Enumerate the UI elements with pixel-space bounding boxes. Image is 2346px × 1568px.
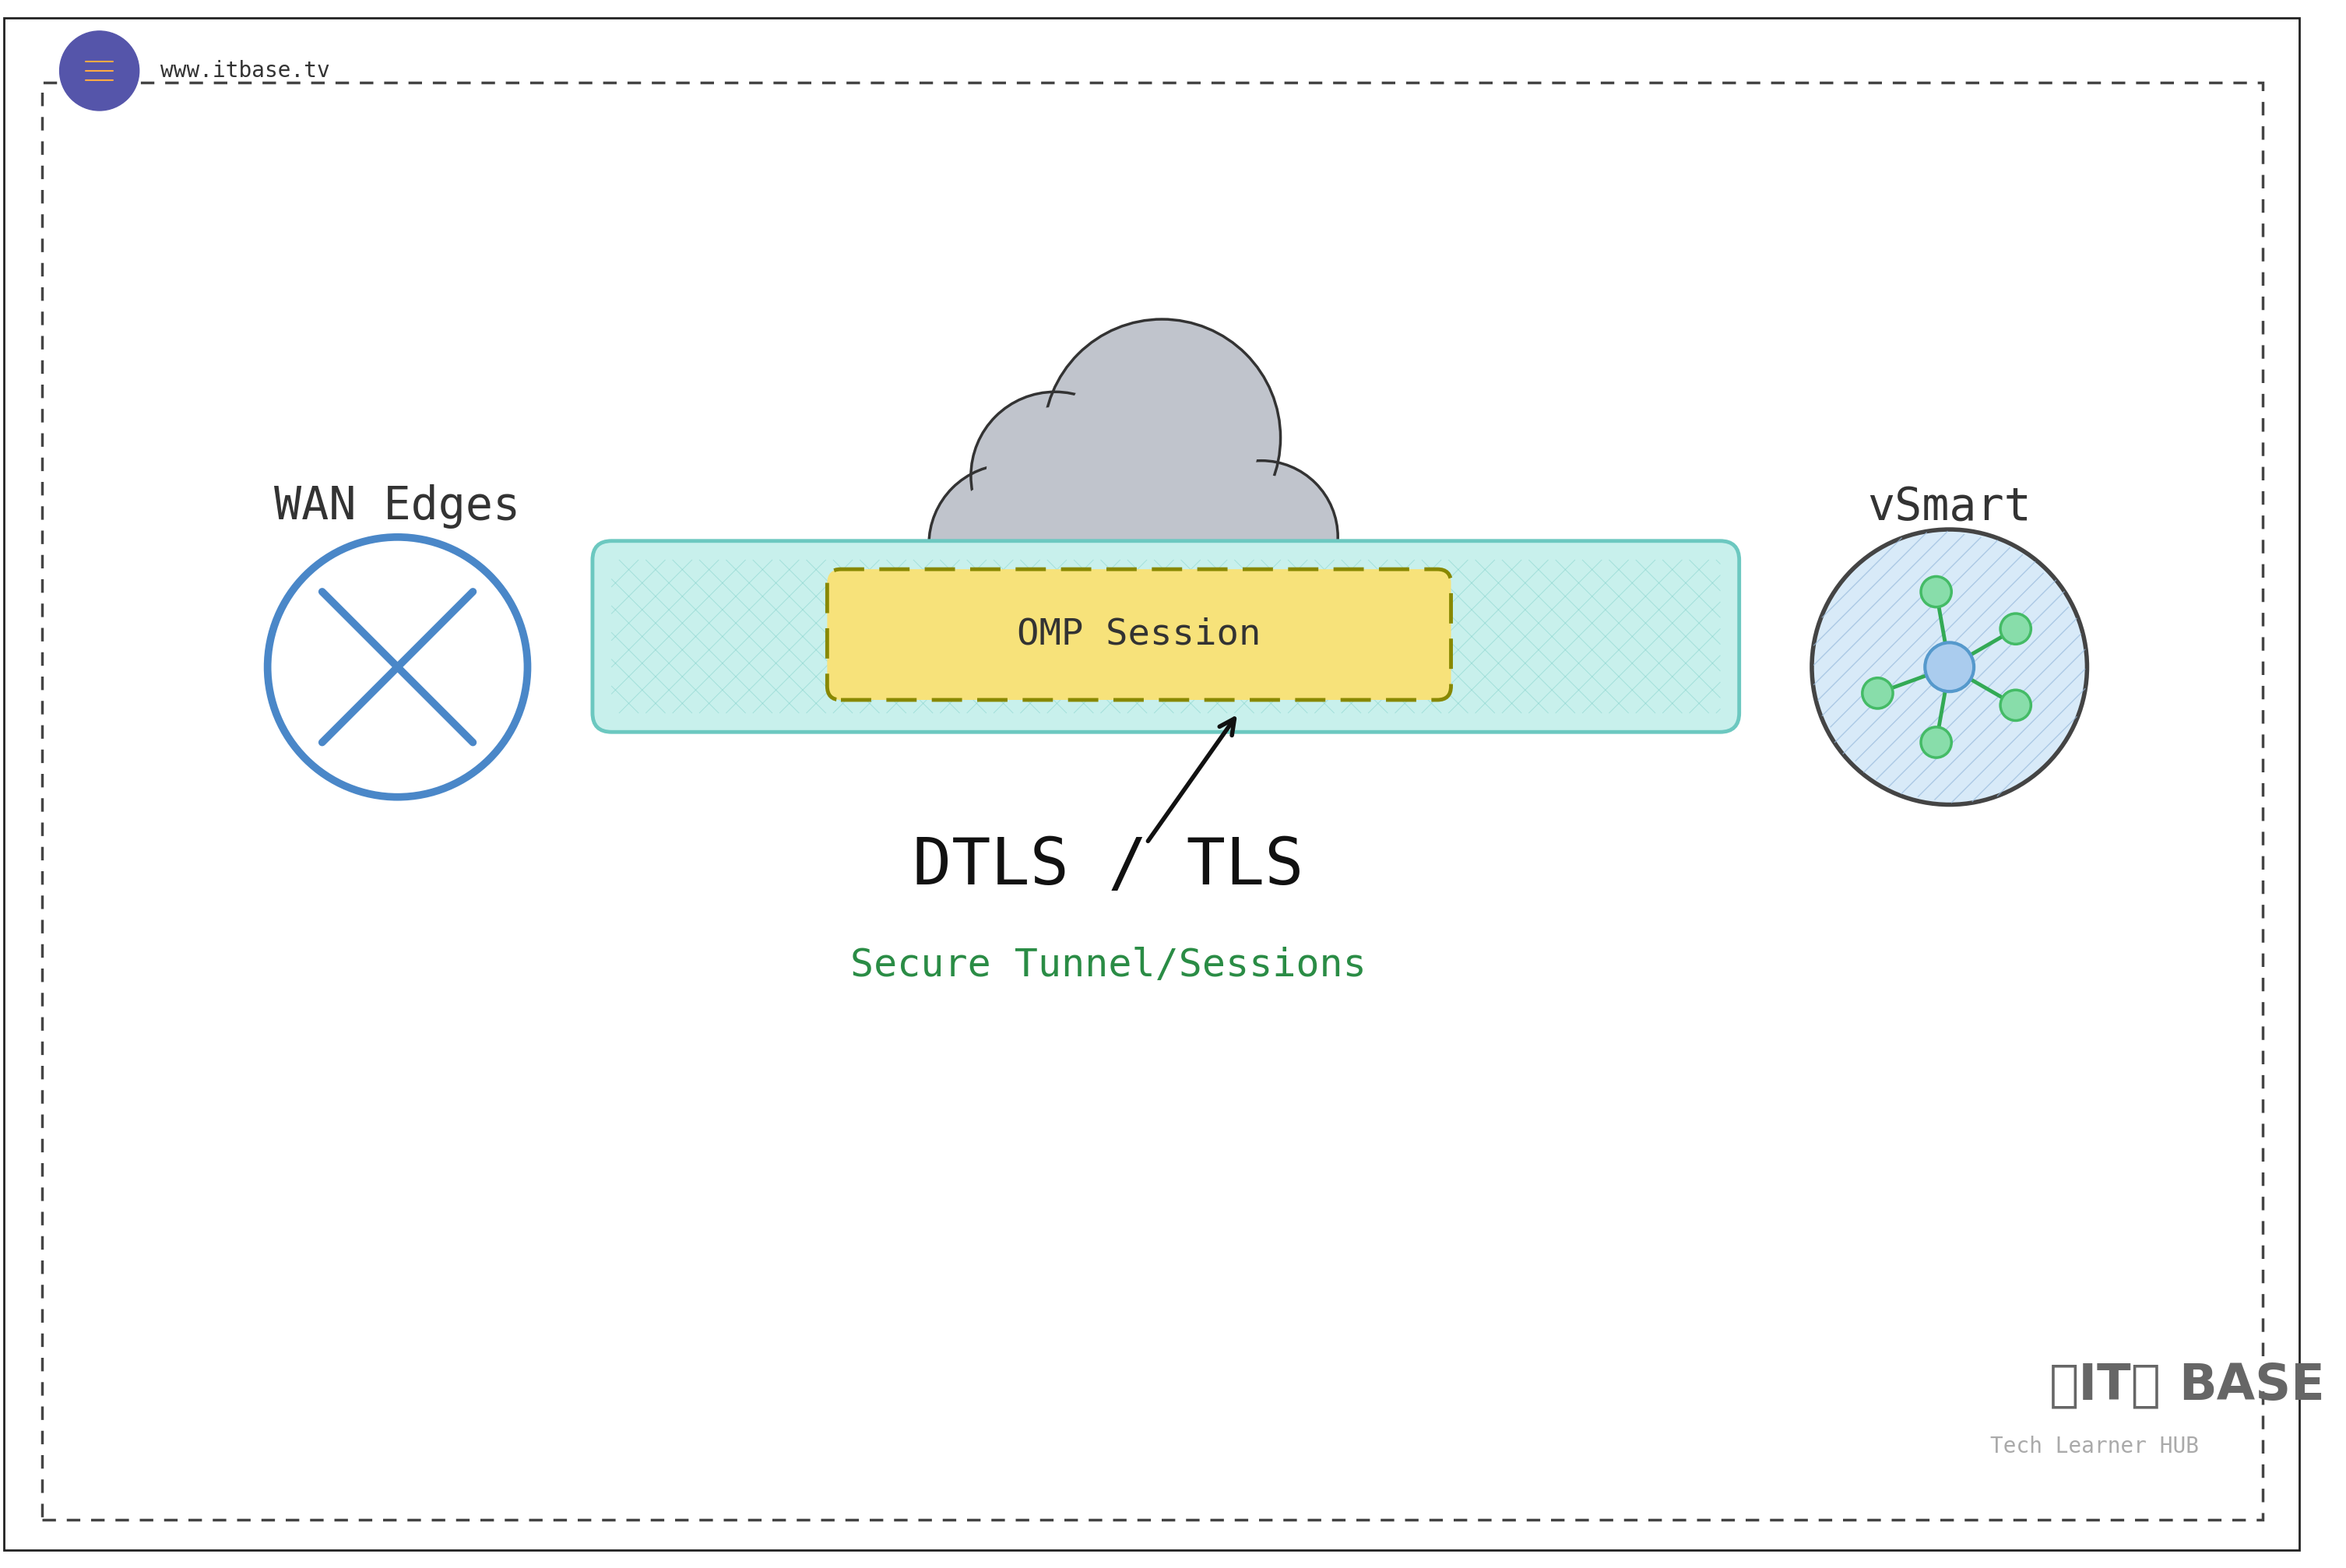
Text: 『IT』: 『IT』 (2048, 1361, 2161, 1410)
Circle shape (971, 392, 1140, 560)
Circle shape (1921, 577, 1952, 607)
Circle shape (1199, 475, 1323, 601)
Circle shape (1002, 483, 1171, 652)
Circle shape (1145, 508, 1272, 633)
FancyBboxPatch shape (828, 569, 1450, 699)
Circle shape (1065, 340, 1260, 535)
Bar (917, 564, 1377, 613)
Circle shape (985, 408, 1124, 546)
Circle shape (943, 478, 1074, 610)
Circle shape (2001, 613, 2032, 644)
Text: BASE: BASE (2179, 1361, 2325, 1410)
Circle shape (1185, 461, 1337, 613)
Bar (917, 568, 1377, 613)
FancyBboxPatch shape (594, 541, 1738, 732)
Circle shape (1863, 677, 1893, 709)
Circle shape (1131, 495, 1283, 648)
Circle shape (1016, 499, 1154, 637)
Text: vSmart: vSmart (1867, 485, 2032, 528)
Text: Tech Learner HUB: Tech Learner HUB (1989, 1436, 2198, 1458)
Text: DTLS / TLS: DTLS / TLS (913, 834, 1304, 897)
Circle shape (1921, 728, 1952, 757)
Circle shape (2001, 690, 2032, 721)
Circle shape (1044, 320, 1281, 557)
Text: www.itbase.tv: www.itbase.tv (160, 60, 331, 82)
Text: Secure Tunnel/Sessions: Secure Tunnel/Sessions (852, 947, 1365, 983)
Text: OMP Session: OMP Session (1018, 618, 1262, 652)
Text: WAN Edges: WAN Edges (274, 485, 521, 528)
Circle shape (1063, 437, 1232, 605)
Circle shape (1926, 643, 1973, 691)
Circle shape (1077, 453, 1215, 591)
Circle shape (1811, 530, 2088, 804)
Circle shape (929, 464, 1089, 626)
Circle shape (59, 31, 138, 111)
